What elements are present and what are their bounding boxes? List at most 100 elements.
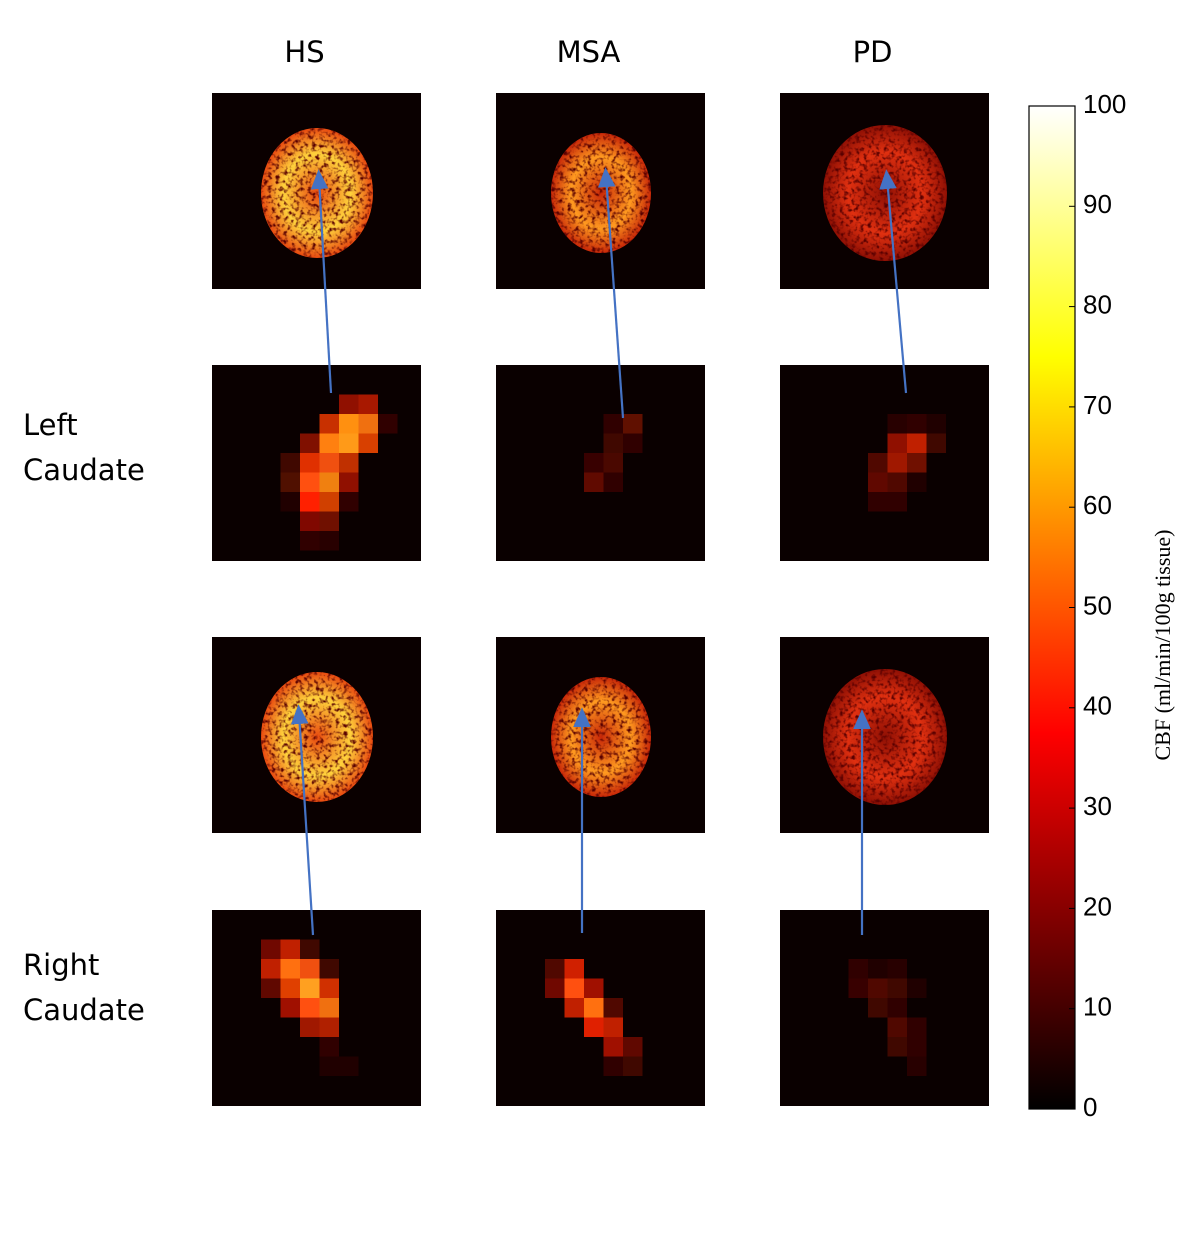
- arrows: [290, 167, 908, 936]
- voxel: [603, 1017, 623, 1037]
- voxel: [887, 472, 907, 492]
- voxel: [868, 492, 888, 512]
- colorbar-tick-label: 0: [1083, 1092, 1097, 1122]
- voxel: [868, 472, 888, 492]
- colorbar-tick-label: 30: [1083, 791, 1112, 821]
- voxel: [261, 959, 281, 979]
- voxel: [358, 414, 378, 434]
- colorbar-tick-label: 100: [1083, 89, 1126, 119]
- row-label: Right Caudate: [23, 948, 145, 1027]
- voxel: [261, 939, 281, 959]
- brain-texture: [823, 669, 947, 805]
- colorbar-tick-label: 70: [1083, 390, 1112, 420]
- voxel: [868, 998, 888, 1018]
- voxel: [545, 978, 565, 998]
- voxel: [319, 998, 339, 1018]
- voxel: [907, 1056, 927, 1076]
- colorbar-tick-label: 40: [1083, 691, 1112, 721]
- voxel: [319, 531, 339, 551]
- voxel: [300, 978, 320, 998]
- voxel: [603, 453, 623, 473]
- voxel: [603, 998, 623, 1018]
- voxel: [280, 939, 300, 959]
- colorbar-tick-label: 10: [1083, 992, 1112, 1022]
- voxel: [378, 414, 398, 434]
- voxel: [319, 1056, 339, 1076]
- voxel: [300, 453, 320, 473]
- voxel: [545, 959, 565, 979]
- voxel: [339, 433, 359, 453]
- column-label: MSA: [557, 35, 621, 69]
- voxel: [907, 414, 927, 434]
- voxel: [280, 959, 300, 979]
- voxel: [339, 1056, 359, 1076]
- voxel: [887, 998, 907, 1018]
- row-label: Left Caudate: [23, 408, 145, 487]
- voxel: [339, 453, 359, 473]
- voxel: [300, 531, 320, 551]
- voxel: [603, 1037, 623, 1057]
- voxel: [300, 511, 320, 531]
- brain-texture: [551, 133, 651, 253]
- voxel: [848, 978, 868, 998]
- voxel: [319, 433, 339, 453]
- voxel: [358, 433, 378, 453]
- colorbar-tick-label: 20: [1083, 891, 1112, 921]
- voxel: [887, 453, 907, 473]
- voxel: [339, 414, 359, 434]
- voxel: [300, 939, 320, 959]
- brain-texture: [261, 128, 373, 258]
- voxel: [584, 978, 604, 998]
- voxel: [564, 998, 584, 1018]
- voxel: [907, 433, 927, 453]
- voxel: [603, 1056, 623, 1076]
- voxel: [584, 472, 604, 492]
- voxel: [623, 1056, 643, 1076]
- voxel: [603, 433, 623, 453]
- voxel: [319, 414, 339, 434]
- voxel: [300, 492, 320, 512]
- brain-texture: [261, 672, 373, 802]
- voxel: [887, 959, 907, 979]
- voxel: [319, 978, 339, 998]
- voxel: [907, 453, 927, 473]
- voxel: [319, 1037, 339, 1057]
- voxel: [623, 414, 643, 434]
- voxel: [907, 1037, 927, 1057]
- voxel: [564, 978, 584, 998]
- voxel: [907, 978, 927, 998]
- voxel: [848, 959, 868, 979]
- colorbar-tick-label: 50: [1083, 590, 1112, 620]
- voxel: [868, 453, 888, 473]
- voxel: [926, 433, 946, 453]
- voxel: [887, 492, 907, 512]
- voxel: [280, 978, 300, 998]
- voxel: [926, 414, 946, 434]
- voxel: [887, 978, 907, 998]
- colorbar-tick-label: 80: [1083, 289, 1112, 319]
- voxel: [319, 453, 339, 473]
- column-label: HS: [284, 35, 324, 69]
- voxel: [300, 472, 320, 492]
- colorbar-tick-label: 60: [1083, 490, 1112, 520]
- voxel: [261, 978, 281, 998]
- voxel: [339, 492, 359, 512]
- voxel: [603, 414, 623, 434]
- voxel: [300, 433, 320, 453]
- voxel: [887, 433, 907, 453]
- voxel: [319, 472, 339, 492]
- voxel: [300, 959, 320, 979]
- voxel: [319, 1017, 339, 1037]
- voxel: [319, 511, 339, 531]
- voxel: [319, 959, 339, 979]
- voxel: [887, 1017, 907, 1037]
- voxel: [319, 492, 339, 512]
- voxel: [280, 453, 300, 473]
- voxel: [584, 1017, 604, 1037]
- voxel: [339, 394, 359, 414]
- voxel: [584, 453, 604, 473]
- voxel: [280, 998, 300, 1018]
- voxel: [907, 1017, 927, 1037]
- colorbar-tick-label: 90: [1083, 189, 1112, 219]
